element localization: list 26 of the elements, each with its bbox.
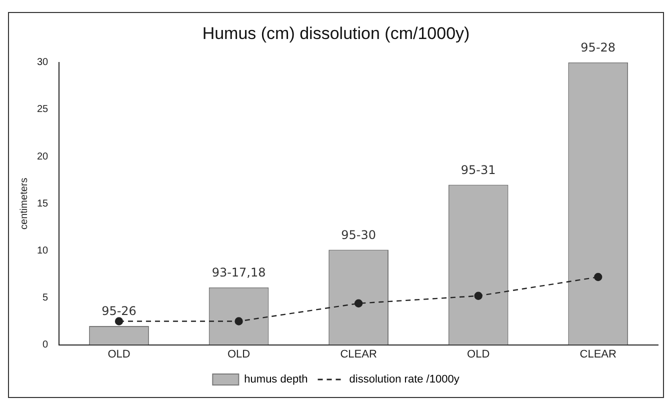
point (474, 292, 482, 300)
y-tick-label: 5 (42, 292, 49, 304)
chart-title: Humus (cm) dissolution (cm/1000y) (202, 24, 470, 43)
legend-label: dissolution rate /1000y (349, 374, 460, 386)
y-axis-title: centimeters (18, 178, 30, 230)
data-label: 95-26 (102, 304, 136, 318)
x-tick-label: CLEAR (340, 348, 377, 360)
x-tick-label: OLD (227, 348, 250, 360)
point (114, 317, 124, 326)
x-tick-label: OLD (467, 348, 490, 360)
data-label: 95-30 (341, 228, 376, 242)
y-tick-label: 10 (37, 245, 49, 256)
x-tick-label: CLEAR (580, 348, 617, 360)
y-tick-label: 25 (37, 104, 49, 116)
point (594, 272, 602, 282)
x-tick-label: OLD (108, 348, 130, 360)
legend-label: humus depth (244, 374, 308, 386)
data-label: 95-31 (460, 162, 496, 177)
data-label: 93-17,18 (212, 266, 266, 280)
y-tick-label: 20 (37, 151, 49, 162)
y-tick-label: 15 (37, 198, 49, 210)
y-tick-label: 30 (37, 57, 49, 68)
data-label: 95-28 (580, 40, 616, 55)
y-tick-label: 0 (42, 340, 49, 351)
point (354, 299, 363, 308)
point (234, 317, 243, 326)
